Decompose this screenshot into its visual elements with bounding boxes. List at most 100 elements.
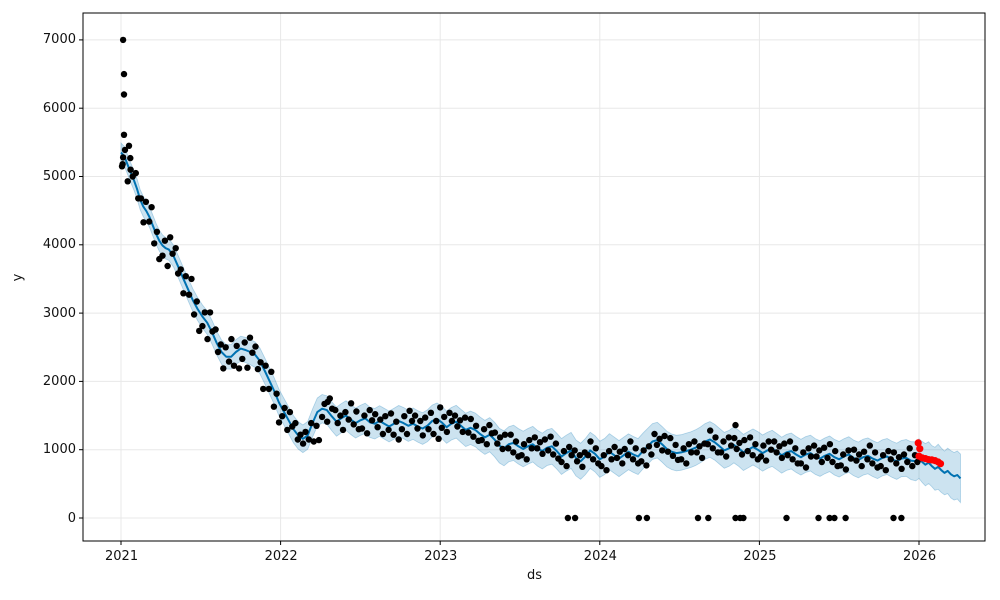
history-point xyxy=(385,426,392,434)
history-point xyxy=(621,445,628,453)
history-point xyxy=(571,514,579,522)
history-point xyxy=(906,445,913,452)
history-point xyxy=(579,463,586,470)
history-point xyxy=(589,456,597,463)
history-point xyxy=(893,460,900,467)
history-point xyxy=(598,462,605,470)
history-point xyxy=(545,447,552,454)
history-point xyxy=(733,445,740,453)
history-point xyxy=(204,335,211,343)
history-point xyxy=(313,422,320,429)
history-point xyxy=(265,385,273,393)
history-point xyxy=(494,440,501,447)
history-point xyxy=(222,344,229,351)
history-point xyxy=(430,430,437,438)
uncertainty-band xyxy=(120,141,961,504)
history-point xyxy=(142,198,150,205)
history-point xyxy=(433,417,440,425)
history-point xyxy=(611,443,618,451)
history-point xyxy=(299,440,307,447)
history-point xyxy=(678,456,685,463)
history-point xyxy=(448,417,456,425)
history-point xyxy=(608,456,615,463)
history-point xyxy=(347,400,355,407)
history-point xyxy=(180,290,187,297)
history-point xyxy=(705,514,712,522)
history-point xyxy=(257,359,264,366)
history-point xyxy=(638,458,645,465)
history-point xyxy=(746,434,754,441)
plot-border xyxy=(82,12,986,542)
history-point xyxy=(201,309,208,316)
history-point xyxy=(124,178,131,185)
history-point xyxy=(842,466,850,473)
history-point xyxy=(177,266,184,273)
history-point xyxy=(661,432,668,440)
history-point xyxy=(736,439,743,447)
history-point xyxy=(518,452,525,459)
history-point xyxy=(332,406,339,414)
history-point xyxy=(425,426,432,433)
history-point xyxy=(368,417,376,424)
history-point xyxy=(898,514,905,522)
history-point xyxy=(456,417,464,424)
history-point xyxy=(326,395,333,402)
history-point xyxy=(826,441,834,448)
history-point xyxy=(491,429,499,436)
history-point xyxy=(797,460,805,467)
history-point xyxy=(414,425,421,432)
history-point xyxy=(127,166,134,173)
history-point xyxy=(669,452,677,459)
history-point xyxy=(552,440,560,447)
history-point xyxy=(858,462,865,470)
history-point xyxy=(239,355,246,363)
history-point xyxy=(398,426,406,433)
history-point xyxy=(603,467,610,474)
x-tick-label: 2021 xyxy=(105,549,139,564)
history-point xyxy=(728,442,735,449)
history-point xyxy=(767,446,775,453)
history-point xyxy=(363,430,371,437)
history-point xyxy=(140,219,147,226)
history-point xyxy=(635,514,643,522)
history-point xyxy=(233,342,240,350)
history-point xyxy=(762,457,770,464)
history-point xyxy=(560,447,568,455)
history-point xyxy=(228,335,235,343)
history-point xyxy=(807,453,815,460)
history-point xyxy=(214,348,222,356)
history-point xyxy=(693,449,700,456)
history-point xyxy=(161,237,169,244)
history-point xyxy=(643,514,651,522)
history-point xyxy=(286,408,294,416)
history-point xyxy=(377,416,384,423)
history-point xyxy=(137,195,145,202)
yhat-trend-line xyxy=(120,151,962,480)
history-point xyxy=(244,364,251,371)
history-point xyxy=(408,417,416,425)
history-point xyxy=(643,462,650,469)
history-point xyxy=(786,438,794,445)
history-point xyxy=(749,452,756,459)
history-point xyxy=(731,434,738,442)
history-point xyxy=(813,453,820,460)
history-point xyxy=(600,452,607,459)
history-point xyxy=(741,436,748,444)
history-point xyxy=(318,413,326,421)
history-point xyxy=(539,450,546,457)
history-point xyxy=(805,445,812,452)
history-point xyxy=(840,451,847,458)
history-point xyxy=(855,451,863,458)
history-point xyxy=(496,434,504,441)
history-point xyxy=(120,131,128,138)
history-point xyxy=(869,460,876,467)
history-point xyxy=(260,385,267,393)
history-point xyxy=(164,262,171,270)
history-point xyxy=(188,275,195,283)
history-point xyxy=(526,436,533,444)
history-point xyxy=(361,412,368,419)
history-point xyxy=(802,464,810,471)
history-point xyxy=(217,341,224,348)
history-point xyxy=(119,36,127,44)
